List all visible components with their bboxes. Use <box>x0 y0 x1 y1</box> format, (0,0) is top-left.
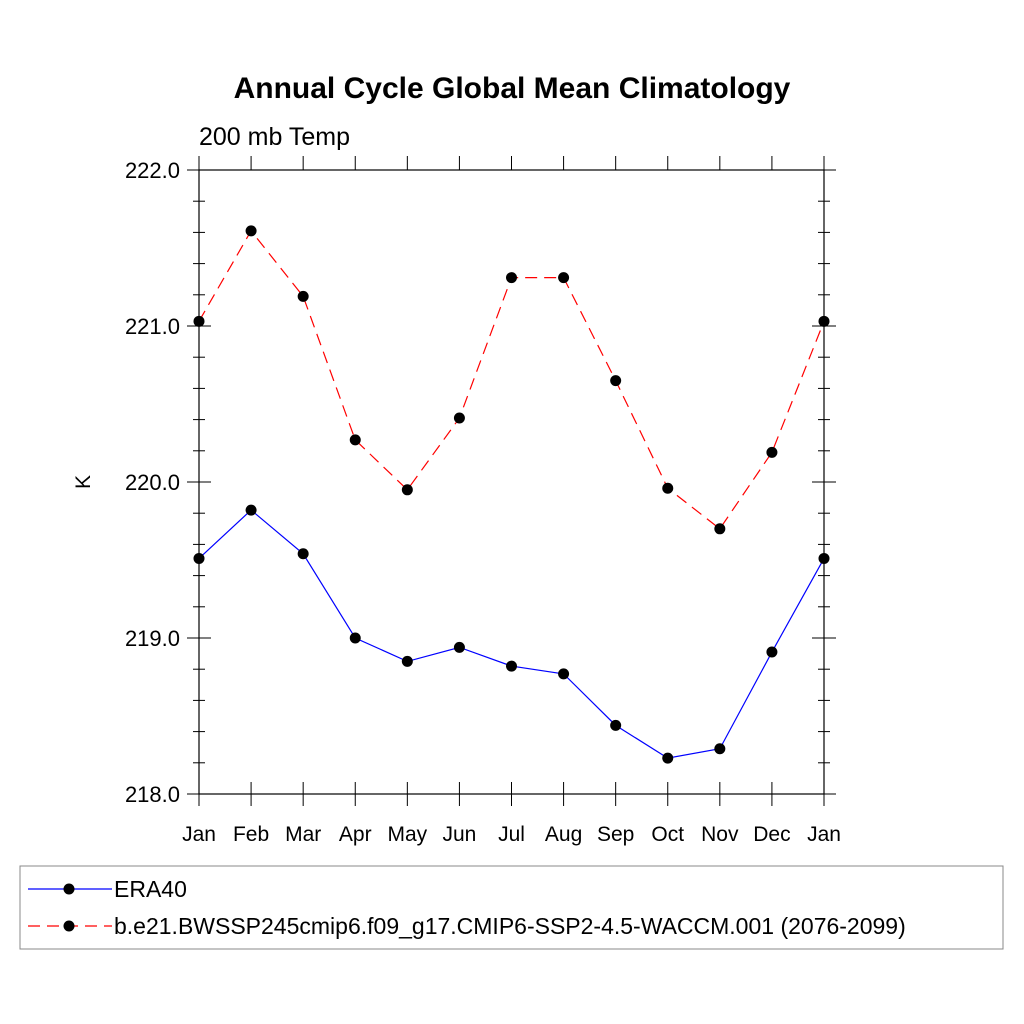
legend: ERA40 b.e21.BWSSP245cmip6.f09_g17.CMIP6-S… <box>19 865 1004 950</box>
legend-swatch-marker-2 <box>63 920 75 932</box>
series-2-point <box>401 484 413 496</box>
legend-box <box>19 865 1004 950</box>
x-tick-label: Jan <box>182 823 216 846</box>
x-tick-label: Jun <box>442 823 476 846</box>
series-1-point <box>766 646 778 658</box>
x-tick-label: Mar <box>285 823 321 846</box>
series-1-point <box>714 743 726 755</box>
series-2-point <box>506 272 517 284</box>
y-tick-label: 220.0 <box>125 470 180 495</box>
series-2-point <box>766 446 778 458</box>
series-2-point <box>349 434 361 446</box>
plot-border <box>198 169 825 795</box>
x-tick-label: Jan <box>807 823 841 846</box>
series-2-point <box>193 315 205 327</box>
legend-label-2: b.e21.BWSSP245cmip6.f09_g17.CMIP6-SSP2-4… <box>114 913 906 939</box>
y-tick-label: 219.0 <box>125 626 180 651</box>
series-1-point <box>245 504 257 516</box>
series-line-1 <box>198 509 825 759</box>
x-tick-label: Feb <box>233 823 269 846</box>
series-layer <box>193 225 830 764</box>
series-1-point <box>558 668 570 680</box>
series-2-point <box>453 412 465 424</box>
series-2-point <box>662 482 674 494</box>
legend-swatch-marker-1 <box>63 883 75 895</box>
plot-frame: Jan Feb Mar Apr May Jun Jul Aug Sep Oct Nov Dec Jan2… <box>125 156 841 846</box>
series-1-point <box>506 660 517 672</box>
series-2-point <box>714 523 726 535</box>
series-1-point <box>349 632 361 644</box>
series-2-point <box>297 290 309 302</box>
series-2-point <box>818 315 830 327</box>
x-tick-label: Apr <box>339 823 372 846</box>
x-tick-label: Dec <box>753 823 790 846</box>
series-1-point <box>297 548 309 560</box>
y-axis-label: K <box>72 475 95 489</box>
y-tick-label: 218.0 <box>125 782 180 807</box>
y-tick-label: 222.0 <box>125 158 180 183</box>
legend-label-1: ERA40 <box>114 876 187 902</box>
y-tick-label: 221.0 <box>125 314 180 339</box>
x-tick-label: Nov <box>701 823 739 846</box>
x-tick-label: Sep <box>597 823 634 846</box>
series-1-point <box>193 552 205 564</box>
series-1-point <box>662 752 674 764</box>
series-2-point <box>610 375 622 387</box>
series-2-point <box>245 225 257 237</box>
x-tick-label: Jul <box>498 823 525 846</box>
series-1-point <box>818 552 830 564</box>
series-2-point <box>558 272 570 284</box>
series-1-point <box>453 641 465 653</box>
series-1-point <box>401 655 413 667</box>
x-tick-label: May <box>387 823 427 846</box>
x-tick-label: Oct <box>651 823 684 846</box>
chart-subtitle: 200 mb Temp <box>199 123 350 151</box>
chart-title: Annual Cycle Global Mean Climatology <box>234 72 791 105</box>
series-1-point <box>610 719 622 731</box>
x-tick-label: Aug <box>545 823 582 846</box>
